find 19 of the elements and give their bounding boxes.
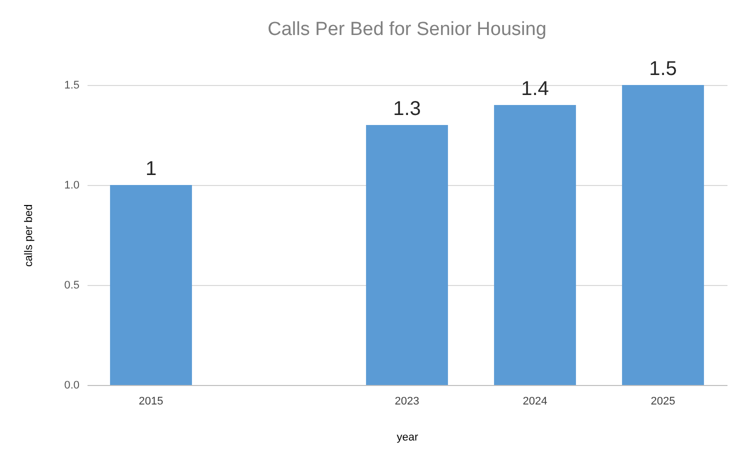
y-tick-label: 1.0: [64, 180, 80, 192]
x-tick-label: 2015: [138, 396, 164, 408]
y-tick-label: 0.0: [64, 380, 80, 392]
data-label: 1.5: [649, 58, 677, 80]
x-tick-label: 2025: [650, 396, 676, 408]
bar: [622, 85, 704, 385]
x-axis-title: year: [396, 432, 419, 444]
data-label: 1: [145, 158, 157, 180]
y-axis-title: calls per bed: [23, 204, 36, 267]
y-tick-label: 1.5: [64, 80, 80, 92]
bar: [366, 125, 448, 385]
bar: [110, 185, 192, 385]
x-tick-label: 2024: [522, 396, 548, 408]
bar: [494, 105, 576, 385]
data-label: 1.3: [393, 98, 421, 120]
x-tick-label: 2023: [394, 396, 420, 408]
y-tick-label: 0.5: [64, 280, 80, 292]
data-label: 1.4: [521, 78, 549, 100]
chart-title: Calls Per Bed for Senior Housing: [268, 19, 546, 40]
